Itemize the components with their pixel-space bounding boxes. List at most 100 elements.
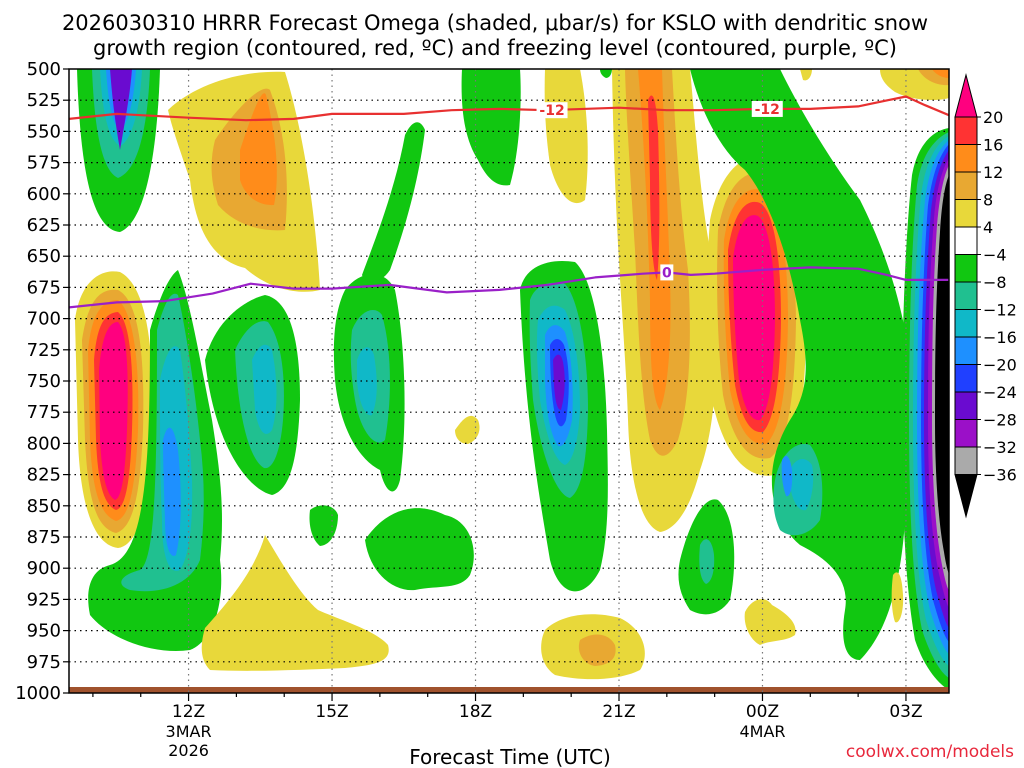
x-tick-label: 03Z [889,702,922,722]
y-tick-label: 900 [27,558,61,579]
y-tick-label: 925 [27,589,61,610]
contour-lines: -12 -12 0 [69,95,949,309]
y-tick-label: 675 [27,277,61,298]
contour-label-bg [751,100,783,117]
x-tick-label: 21Z [602,702,635,722]
omega-region [252,344,277,434]
contour-label: -12 [539,103,564,119]
y-tick-label: 875 [27,527,61,548]
y-tick-label: 850 [27,496,61,517]
omega-shading [69,69,949,693]
colorbar-swatch [954,171,978,200]
omega-region [240,93,277,206]
y-axis: 500 525 550 575 600 625 650 675 700 725 750 775 800 8… [15,59,69,704]
y-tick-label: 750 [27,371,61,392]
omega-region [699,539,715,584]
x-tick-label: 00Z [746,702,779,722]
x-year-label: 2026 [168,741,209,760]
contour-label: 0 [662,265,672,281]
colorbar-label: −16 [983,328,1017,347]
colorbar-label: 8 [983,191,993,210]
y-tick-label: 775 [27,402,61,423]
y-tick-label: 725 [27,340,61,361]
omega-region [800,69,812,81]
contour-label-bg [536,102,568,119]
omega-region [600,69,612,78]
y-tick-label: 625 [27,215,61,236]
colorbar-swatch [954,281,978,310]
colorbar-label: −32 [983,438,1017,457]
colorbar-label: −4 [983,246,1007,265]
y-tick-label: 800 [27,433,61,454]
colorbar-label: −8 [983,273,1007,292]
colorbar: 20 16 12 8 4 −4 −8 −12 −16 −20 −24 −28 −32 −36 [954,73,1017,519]
y-tick-label: 1000 [15,683,61,704]
omega-region [733,215,775,421]
omega-region [891,572,904,623]
colorbar-swatch [954,254,978,283]
omega-region [110,69,132,150]
colorbar-label: −24 [983,383,1017,402]
chart-title-line-1: 2026030310 HRRR Forecast Omega (shaded, … [62,11,928,35]
y-tick-label: 825 [27,465,61,486]
colorbar-swatch [954,144,978,173]
chart-title-line-2: growth region (contoured, red, ºC) and f… [93,36,897,60]
contour-label: -12 [755,102,780,118]
colorbar-label: −36 [983,466,1017,485]
omega-region [365,508,474,591]
contour-freezing-level-0 [69,266,949,309]
colorbar-swatch [954,336,978,365]
omega-region [99,322,128,500]
colorbar-swatch [954,419,978,448]
colorbar-label: 4 [983,218,993,237]
omega-region [461,69,521,186]
colorbar-label: −20 [983,356,1017,375]
x-date-label: 4MAR [739,722,785,741]
credit-text: coolwx.com/models [846,742,1014,762]
colorbar-label: −12 [983,301,1017,320]
omega-region [362,122,425,282]
y-tick-label: 700 [27,309,61,330]
contour-label-bg [660,264,674,281]
y-tick-label: 650 [27,246,61,267]
omega-region [648,95,660,280]
x-tick-label: 12Z [172,702,205,722]
colorbar-swatch [954,199,978,228]
colorbar-swatch [954,309,978,338]
y-tick-label: 550 [27,121,61,142]
colorbar-label: 16 [983,136,1003,155]
colorbar-swatch [954,226,978,255]
colorbar-bottom-arrow [954,474,978,519]
colorbar-label: 12 [983,163,1003,182]
omega-region [553,354,565,410]
omega-region [690,69,909,660]
colorbar-swatch [954,364,978,393]
x-axis-title: Forecast Time (UTC) [409,745,611,768]
y-tick-label: 600 [27,184,61,205]
y-tick-label: 525 [27,90,61,111]
omega-region [744,599,796,645]
colorbar-label: 20 [983,108,1003,127]
colorbar-label: −28 [983,411,1017,430]
omega-region [201,535,389,671]
y-tick-label: 950 [27,621,61,642]
x-tick-label: 15Z [315,702,348,722]
y-tick-label: 575 [27,153,61,174]
colorbar-swatch [954,116,978,145]
omega-region [932,69,949,78]
omega-region [790,458,814,511]
omega-region [309,505,338,546]
x-tick-label: 18Z [459,702,492,722]
plot-area: -12 -12 0 [68,68,950,694]
omega-region [578,634,616,666]
x-date-label: 3MAR [166,722,212,741]
gridlines [69,69,949,693]
omega-region [781,455,793,497]
omega-region [455,415,480,444]
omega-region [163,427,181,556]
ground-strip [69,687,949,693]
colorbar-top-arrow [954,73,978,118]
y-tick-label: 500 [27,59,61,80]
